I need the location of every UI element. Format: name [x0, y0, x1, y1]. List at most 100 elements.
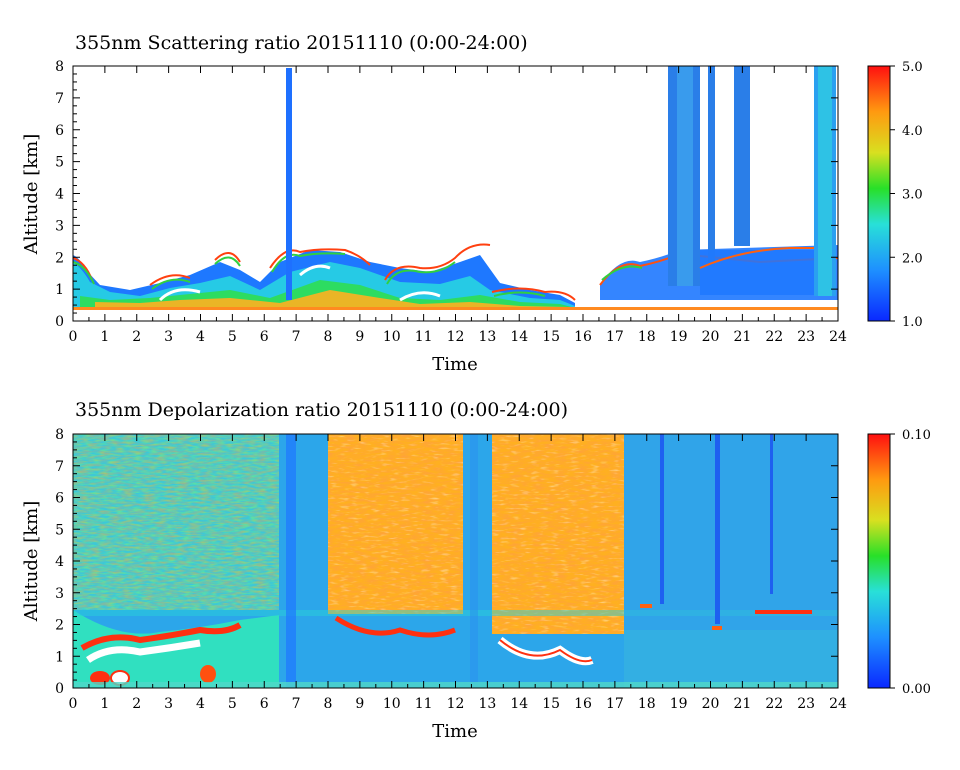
x-tick-label: 9: [355, 329, 364, 345]
y-tick-label: 0: [55, 681, 64, 697]
y-tick-label: 2: [55, 618, 64, 634]
colorbar-tick-label: 2.0: [902, 251, 923, 266]
x-tick-label: 1: [100, 329, 109, 345]
y-tick-label: 4: [55, 187, 64, 203]
y-tick-label: 3: [55, 218, 64, 234]
x-tick-label: 12: [447, 696, 465, 712]
scattering-thin-column: [286, 68, 292, 300]
x-tick-label: 4: [196, 696, 205, 712]
x-tick-label: 18: [638, 329, 656, 345]
x-tick-label: 6: [260, 329, 269, 345]
x-tick-label: 23: [797, 329, 815, 345]
x-tick-label: 7: [292, 329, 301, 345]
y-tick-label: 8: [55, 427, 64, 443]
x-tick-label: 19: [670, 329, 688, 345]
x-tick-label: 20: [702, 329, 720, 345]
x-tick-label: 13: [478, 329, 496, 345]
y-tick-label: 2: [55, 250, 64, 266]
scattering-columns: [668, 66, 836, 296]
x-tick-label: 5: [228, 329, 237, 345]
x-tick-label: 1: [100, 696, 109, 712]
x-tick-label: 10: [383, 696, 401, 712]
colorbar-tick-label: 3.0: [902, 188, 923, 203]
x-tick-label: 17: [606, 329, 624, 345]
y-tick-label: 1: [55, 282, 64, 298]
x-tick-label: 11: [415, 329, 433, 345]
x-tick-label: 14: [510, 696, 528, 712]
y-tick-label: 3: [55, 586, 64, 602]
x-tick-label: 15: [542, 329, 560, 345]
depolarization-streak: [286, 434, 296, 688]
scattering-y-label: Altitude [km]: [21, 134, 42, 256]
depolarization-evening-features: [624, 434, 838, 688]
scattering-cloud-edges: [73, 243, 576, 302]
y-tick-label: 7: [55, 459, 64, 475]
scattering-colorbar: 1.0 2.0 3.0 4.0 5.0: [867, 60, 923, 330]
x-tick-label: 17: [606, 696, 624, 712]
x-tick-label: 13: [478, 696, 496, 712]
depolarization-noisy-region-b: [328, 434, 463, 614]
x-tick-label: 11: [415, 696, 433, 712]
scattering-ticks: 0 1 2 3 4 5 6 7 8 9 10 11 12 13 14 15 16 17 18 19 20 21 22 23 24…: [55, 59, 847, 345]
depolarization-y-label: Altitude [km]: [21, 501, 42, 623]
depolarization-noisy-region-c: [492, 434, 624, 634]
y-tick-label: 0: [55, 314, 64, 330]
x-tick-label: 8: [324, 329, 333, 345]
scattering-boundary-layer: [73, 250, 575, 310]
depolarization-colorbar: 0.00 0.10: [867, 428, 931, 697]
colorbar-tick-label: 0.10: [902, 428, 931, 443]
x-tick-label: 20: [702, 696, 720, 712]
x-tick-label: 21: [733, 329, 751, 345]
x-tick-label: 3: [164, 329, 173, 345]
x-tick-label: 9: [355, 696, 364, 712]
x-tick-label: 5: [228, 696, 237, 712]
y-tick-label: 7: [55, 91, 64, 107]
x-tick-label: 24: [829, 696, 847, 712]
x-tick-label: 15: [542, 696, 560, 712]
x-tick-label: 24: [829, 329, 847, 345]
depolarization-streak: [470, 434, 478, 688]
scattering-ground-line: [73, 307, 838, 311]
x-tick-label: 18: [638, 696, 656, 712]
y-tick-label: 1: [55, 649, 64, 665]
x-tick-label: 10: [383, 329, 401, 345]
x-tick-label: 2: [132, 329, 141, 345]
colorbar-tick-label: 0.00: [902, 682, 931, 697]
scattering-title: 355nm Scattering ratio 20151110 (0:00-24…: [75, 32, 528, 54]
y-tick-label: 6: [55, 123, 64, 139]
x-tick-label: 16: [574, 696, 592, 712]
y-tick-label: 5: [55, 155, 64, 171]
x-tick-label: 8: [324, 696, 333, 712]
x-tick-label: 14: [510, 329, 528, 345]
depolarization-title: 355nm Depolarization ratio 20151110 (0:0…: [75, 399, 568, 421]
colorbar-tick-label: 4.0: [902, 124, 923, 139]
y-tick-label: 8: [55, 59, 64, 75]
y-tick-label: 6: [55, 491, 64, 507]
x-tick-label: 7: [292, 696, 301, 712]
x-tick-label: 4: [196, 329, 205, 345]
depolarization-x-label: Time: [432, 721, 477, 742]
x-tick-label: 3: [164, 696, 173, 712]
x-tick-label: 23: [797, 696, 815, 712]
x-tick-label: 22: [765, 696, 783, 712]
x-tick-label: 16: [574, 329, 592, 345]
x-tick-label: 22: [765, 329, 783, 345]
colorbar-tick-label: 5.0: [902, 60, 923, 75]
x-tick-label: 21: [733, 696, 751, 712]
x-tick-label: 0: [69, 696, 78, 712]
scattering-panel: 355nm Scattering ratio 20151110 (0:00-24…: [21, 32, 923, 375]
colorbar-tick-label: 1.0: [902, 315, 923, 330]
x-tick-label: 6: [260, 696, 269, 712]
depolarization-noisy-region-a: [73, 434, 279, 610]
scattering-x-label: Time: [432, 354, 477, 375]
x-tick-label: 2: [132, 696, 141, 712]
scattering-plot-area: [73, 66, 838, 321]
y-tick-label: 4: [55, 554, 64, 570]
depolarization-panel: 355nm Depolarization ratio 20151110 (0:0…: [21, 399, 931, 742]
depolarization-plot-area: [73, 434, 838, 688]
y-tick-label: 5: [55, 522, 64, 538]
depolarization-ticks: 0 1 2 3 4 5 6 7 8 9 10 11 12 13 14 15 16 17 18 19 20 21 22 23 24…: [55, 427, 847, 712]
x-tick-label: 19: [670, 696, 688, 712]
x-tick-label: 0: [69, 329, 78, 345]
